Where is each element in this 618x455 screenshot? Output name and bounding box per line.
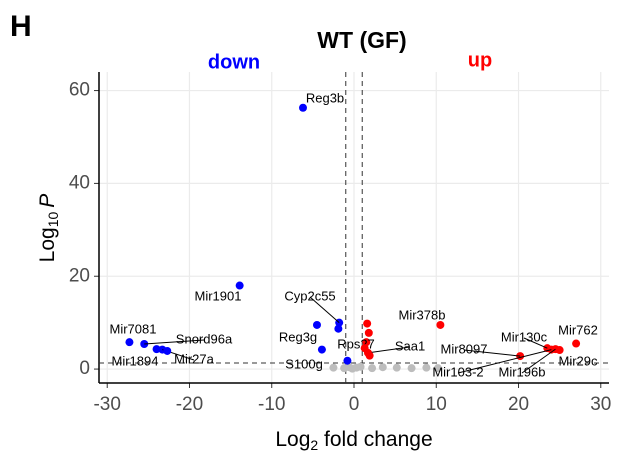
point-label: Mir378b (399, 307, 446, 322)
data-point (365, 351, 374, 360)
x-tick-label: 0 (349, 394, 360, 415)
x-tick-label: -20 (176, 394, 203, 415)
panel-label: H (10, 10, 32, 43)
annotation: up (468, 49, 492, 71)
point-label: Mir7081 (110, 321, 157, 336)
data-point (343, 356, 352, 365)
data-point (364, 328, 373, 337)
point-label: Saa1 (395, 338, 425, 353)
chart-title: WT (GF) (317, 27, 406, 53)
x-tick-label: 20 (508, 394, 529, 415)
data-point (334, 324, 343, 333)
data-point (299, 103, 307, 112)
data-point (407, 364, 416, 373)
data-point (433, 364, 442, 373)
data-point (378, 363, 387, 372)
leader-line (457, 349, 552, 374)
x-tick-label: 10 (426, 394, 447, 415)
point-label: S100g (285, 356, 323, 371)
data-point (572, 339, 581, 348)
leader-line (309, 296, 340, 324)
point-label: Mir8097 (441, 341, 488, 356)
data-point (392, 363, 401, 372)
leader-line (367, 346, 411, 354)
x-tick-label: -10 (258, 394, 285, 415)
data-point (152, 345, 161, 354)
leader-line (521, 348, 556, 374)
y-tick-label: 40 (69, 172, 90, 193)
x-tick-label: 30 (590, 394, 611, 415)
y-axis-label: Log10P (36, 194, 61, 263)
data-point (125, 338, 134, 347)
point-label: Mir1901 (195, 288, 242, 303)
leader-line (144, 339, 205, 345)
y-tick-label: 60 (69, 80, 90, 101)
data-point (312, 320, 321, 329)
data-point (436, 320, 445, 329)
point-label: Cyp2c55 (284, 288, 335, 303)
x-tick-label: -30 (93, 394, 120, 415)
point-label: Mir29c (558, 353, 598, 368)
y-tick-label: 0 (79, 358, 90, 379)
x-axis-label: Log2 fold change (275, 428, 432, 453)
y-tick-label: 20 (69, 265, 90, 286)
annotation: down (208, 51, 260, 73)
data-point (555, 346, 564, 355)
data-point (422, 363, 431, 372)
point-label: Mir762 (558, 322, 598, 337)
data-point (163, 346, 172, 355)
data-point (356, 362, 365, 371)
point-label: Mir103-2 (432, 364, 483, 379)
point-label: Mir196b (499, 364, 546, 379)
data-point (329, 363, 338, 372)
point-label: Mir130c (501, 329, 548, 344)
data-point (362, 338, 371, 347)
point-label: Mir27a (174, 351, 215, 366)
data-point (317, 345, 326, 354)
point-label: Reg3b (306, 90, 344, 105)
leader-line (463, 349, 521, 357)
point-label: Mir1894 (112, 353, 159, 368)
data-point (368, 364, 377, 373)
data-point (363, 319, 372, 328)
leader-line (523, 337, 548, 349)
point-label: Reg3g (279, 329, 317, 344)
data-point (235, 281, 244, 290)
point-label: Snord96a (176, 331, 233, 346)
